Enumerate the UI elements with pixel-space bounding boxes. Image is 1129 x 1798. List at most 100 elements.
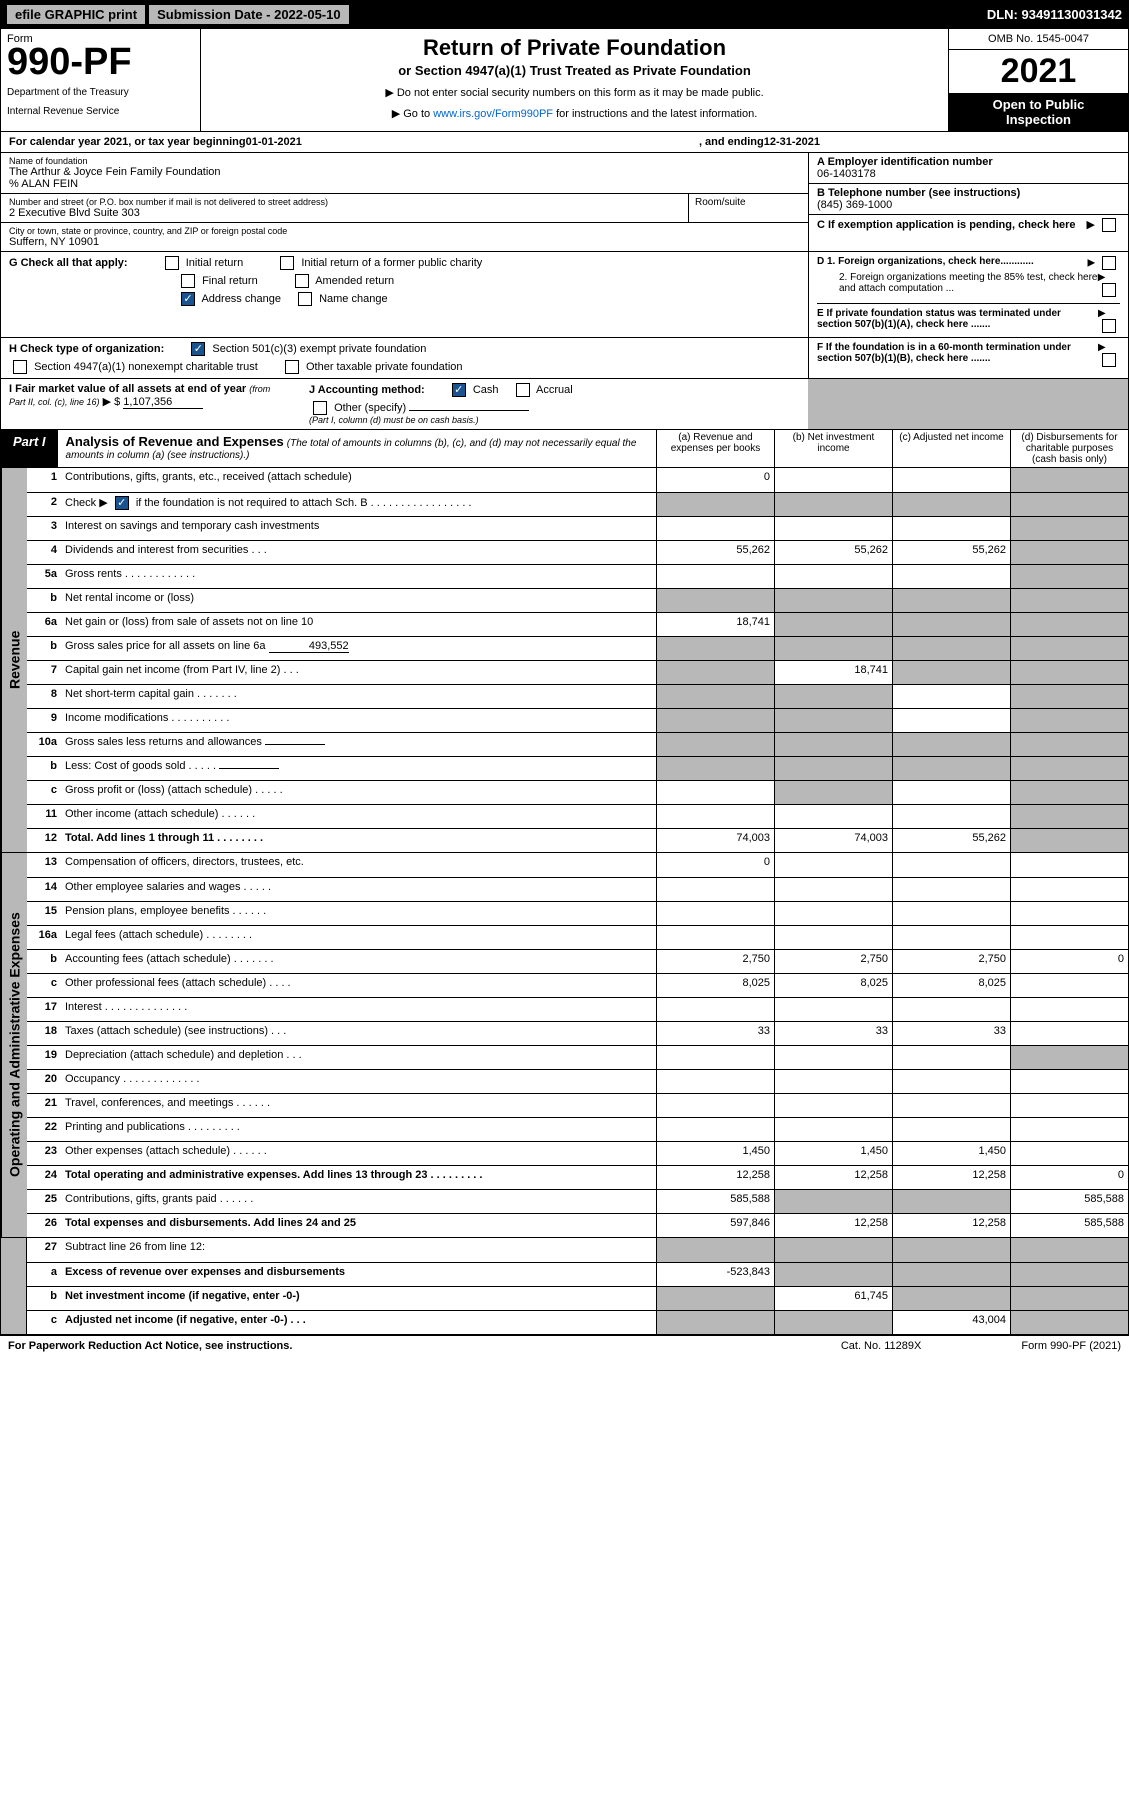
col-b-hdr: (b) Net investment income [774, 430, 892, 467]
other-method-check[interactable] [313, 401, 327, 415]
r27a-a: -523,843 [656, 1263, 774, 1286]
address: 2 Executive Blvd Suite 303 [9, 207, 680, 219]
final-return-check[interactable] [181, 274, 195, 288]
r7-b: 18,741 [774, 661, 892, 684]
r26-a: 597,846 [656, 1214, 774, 1237]
line-4: Dividends and interest from securities .… [61, 541, 656, 564]
room-label: Room/suite [688, 194, 808, 222]
efile-button[interactable]: efile GRAPHIC print [7, 5, 145, 24]
line-10c: Gross profit or (loss) (attach schedule)… [61, 781, 656, 804]
501c3-check[interactable]: ✓ [191, 342, 205, 356]
line-11: Other income (attach schedule) . . . . .… [61, 805, 656, 828]
irs-label: Internal Revenue Service [7, 106, 194, 117]
line-27b: Net investment income (if negative, ente… [61, 1287, 656, 1310]
entity-block: Name of foundation The Arthur & Joyce Fe… [0, 153, 1129, 252]
address-change-check[interactable]: ✓ [181, 292, 195, 306]
line-7: Capital gain net income (from Part IV, l… [61, 661, 656, 684]
part1-label: Part I [1, 430, 58, 467]
begin-date: 01-01-2021 [246, 136, 302, 148]
f-label: F If the foundation is in a 60-month ter… [817, 342, 1098, 367]
title-block: Return of Private Foundation or Section … [201, 29, 948, 131]
line-13: Compensation of officers, directors, tru… [61, 853, 656, 877]
initial-return-check[interactable] [165, 256, 179, 270]
amended-check[interactable] [295, 274, 309, 288]
line-25: Contributions, gifts, grants paid . . . … [61, 1190, 656, 1213]
form-subtitle: or Section 4947(a)(1) Trust Treated as P… [207, 63, 942, 78]
line-5a: Gross rents . . . . . . . . . . . . [61, 565, 656, 588]
paperwork-notice: For Paperwork Reduction Act Notice, see … [8, 1340, 292, 1352]
i-label: I Fair market value of all assets at end… [9, 383, 249, 395]
submission-date: Submission Date - 2022-05-10 [149, 5, 349, 24]
d1-check[interactable] [1102, 256, 1116, 270]
irs-link[interactable]: www.irs.gov/Form990PF [433, 108, 553, 120]
line-5b: Net rental income or (loss) [61, 589, 656, 612]
omb-number: OMB No. 1545-0047 [949, 29, 1128, 50]
line-24: Total operating and administrative expen… [61, 1166, 656, 1189]
r23-a: 1,450 [656, 1142, 774, 1165]
line-12: Total. Add lines 1 through 11 . . . . . … [61, 829, 656, 852]
line-23: Other expenses (attach schedule) . . . .… [61, 1142, 656, 1165]
d2-check[interactable] [1102, 283, 1116, 297]
line-10a: Gross sales less returns and allowances [61, 733, 656, 756]
tax-year: 2021 [949, 50, 1128, 93]
cash-check[interactable]: ✓ [452, 383, 466, 397]
line-19: Depreciation (attach schedule) and deple… [61, 1046, 656, 1069]
line-16b: Accounting fees (attach schedule) . . . … [61, 950, 656, 973]
form-header: Form 990-PF Department of the Treasury I… [0, 29, 1129, 132]
city-label: City or town, state or province, country… [9, 226, 800, 236]
r16b-a: 2,750 [656, 950, 774, 973]
col-d-note: (Part I, column (d) must be on cash basi… [309, 415, 800, 425]
schb-check[interactable]: ✓ [115, 496, 129, 510]
line-8: Net short-term capital gain . . . . . . … [61, 685, 656, 708]
city-value: Suffern, NY 10901 [9, 236, 800, 248]
instruction-1: ▶ Do not enter social security numbers o… [207, 86, 942, 99]
4947-check[interactable] [13, 360, 27, 374]
line-16a: Legal fees (attach schedule) . . . . . .… [61, 926, 656, 949]
g-section: G Check all that apply: Initial return I… [0, 252, 1129, 338]
c-label: C If exemption application is pending, c… [817, 219, 1076, 231]
open-public: Open to PublicInspection [949, 93, 1128, 131]
expenses-side-label: Operating and Administrative Expenses [1, 853, 27, 1237]
line-6a: Net gain or (loss) from sale of assets n… [61, 613, 656, 636]
line-6b: Gross sales price for all assets on line… [61, 637, 656, 660]
other-taxable-check[interactable] [285, 360, 299, 374]
col-c-hdr: (c) Adjusted net income [892, 430, 1010, 467]
line-26: Total expenses and disbursements. Add li… [61, 1214, 656, 1237]
line-1: Contributions, gifts, grants, etc., rece… [61, 468, 656, 492]
foundation-name: The Arthur & Joyce Fein Family Foundatio… [9, 166, 800, 178]
accrual-check[interactable] [516, 383, 530, 397]
r12-a: 74,003 [656, 829, 774, 852]
form-number: 990-PF [7, 45, 194, 79]
year-block: OMB No. 1545-0047 2021 Open to PublicIns… [948, 29, 1128, 131]
d2-label: 2. Foreign organizations meeting the 85%… [817, 272, 1098, 297]
r24-a: 12,258 [656, 1166, 774, 1189]
e-check[interactable] [1102, 319, 1116, 333]
initial-former-check[interactable] [280, 256, 294, 270]
r1-a: 0 [656, 468, 774, 492]
r4-a: 55,262 [656, 541, 774, 564]
r6b-val: 493,552 [269, 640, 349, 653]
line-15: Pension plans, employee benefits . . . .… [61, 902, 656, 925]
calendar-year-row: For calendar year 2021, or tax year begi… [0, 132, 1129, 153]
phone-label: B Telephone number (see instructions) [817, 187, 1120, 199]
fmv-value: 1,107,356 [123, 396, 203, 409]
f-check[interactable] [1102, 353, 1116, 367]
revenue-table: Revenue 1Contributions, gifts, grants, e… [0, 468, 1129, 853]
line-27c: Adjusted net income (if negative, enter … [61, 1311, 656, 1334]
instruction-2: ▶ Go to www.irs.gov/Form990PF for instru… [207, 107, 942, 120]
c-checkbox[interactable] [1102, 218, 1116, 232]
h-label: H Check type of organization: [9, 343, 164, 355]
r27b-b: 61,745 [774, 1287, 892, 1310]
j-label: J Accounting method: [309, 384, 425, 396]
line-18: Taxes (attach schedule) (see instruction… [61, 1022, 656, 1045]
line-3: Interest on savings and temporary cash i… [61, 517, 656, 540]
r6a-a: 18,741 [656, 613, 774, 636]
line-2: Check ▶ ✓ if the foundation is not requi… [61, 493, 656, 516]
part1-header: Part I Analysis of Revenue and Expenses … [0, 430, 1129, 468]
i-section: I Fair market value of all assets at end… [0, 379, 1129, 430]
h-section: H Check type of organization: ✓ Section … [0, 338, 1129, 379]
g-label: G Check all that apply: [9, 257, 128, 269]
name-change-check[interactable] [298, 292, 312, 306]
form-ref: Form 990-PF (2021) [1021, 1340, 1121, 1352]
addr-label: Number and street (or P.O. box number if… [9, 197, 680, 207]
